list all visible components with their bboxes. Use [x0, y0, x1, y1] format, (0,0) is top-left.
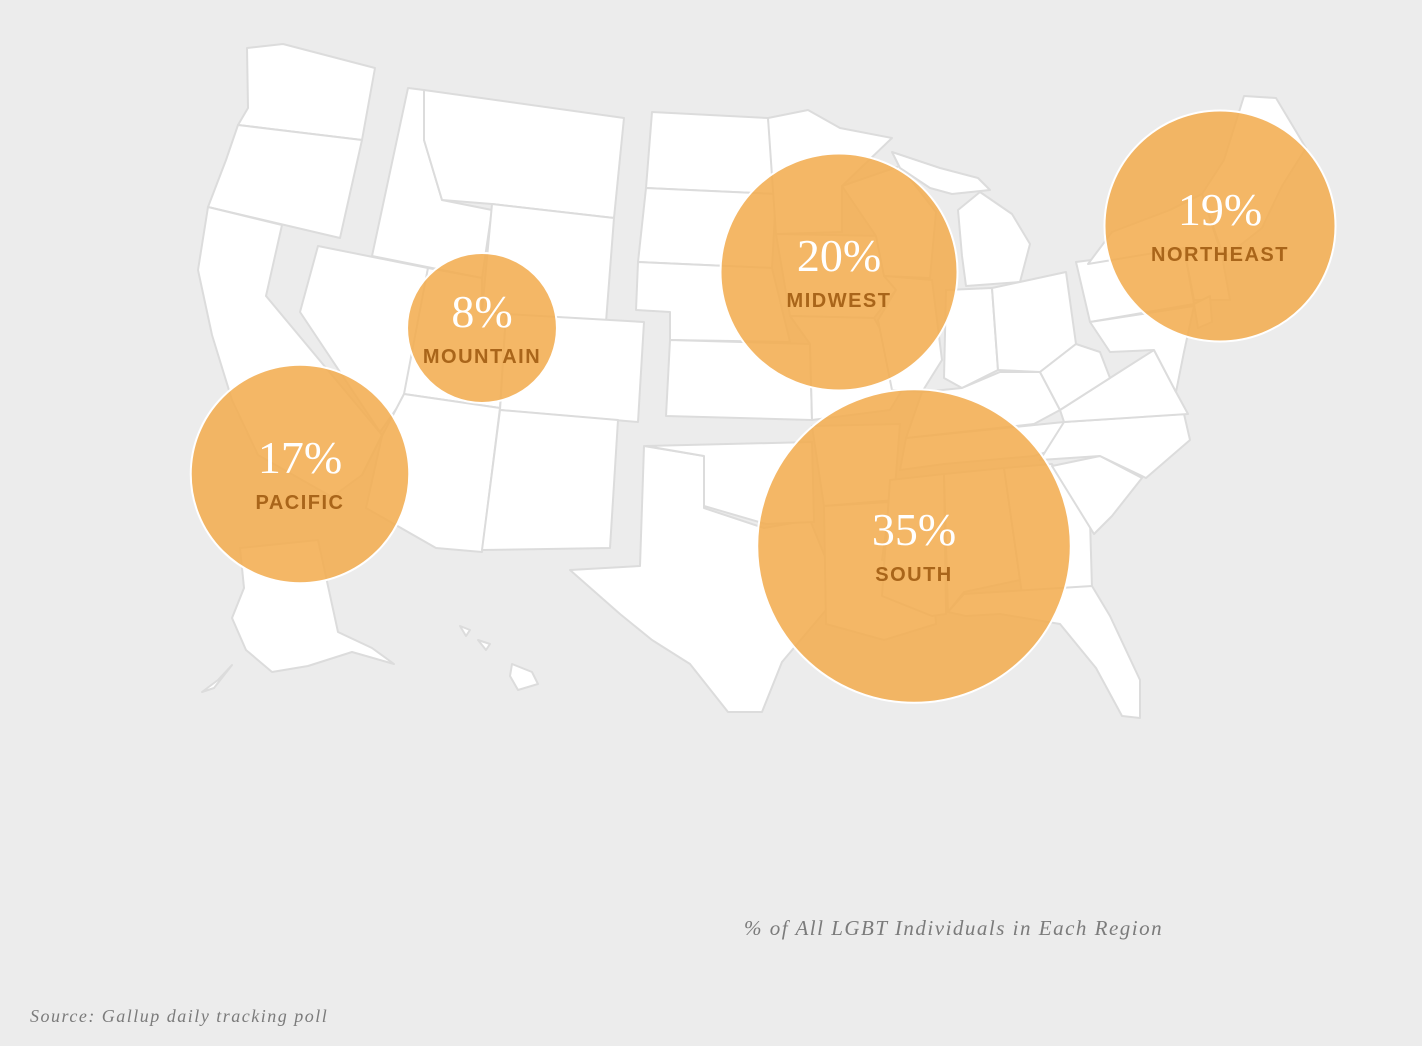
bubble-south	[756, 388, 1072, 704]
bubble-label-pacific: PACIFIC	[255, 492, 344, 514]
bubble-value-pacific: 17%	[258, 432, 342, 483]
bubble-pacific	[189, 363, 411, 585]
state-montana	[423, 89, 625, 219]
legend-title: % of All LGBT Individuals in Each Region	[744, 916, 1164, 940]
bubble-midwest	[719, 152, 959, 392]
state-south-carolina	[1051, 455, 1143, 535]
bubble-value-mountain: 8%	[451, 286, 512, 337]
bubble-mountain	[406, 252, 558, 404]
region-bubbles: 17% PACIFIC 8% MOUNTAIN 20% MIDWEST 19% NORTHEA…	[189, 109, 1337, 704]
state-new-mexico	[481, 409, 619, 551]
state-michigan	[957, 191, 1031, 287]
bubble-label-northeast: NORTHEAST	[1151, 244, 1289, 266]
state-north-dakota	[645, 111, 777, 195]
state-hawaii	[459, 625, 539, 691]
state-texas	[569, 445, 829, 713]
source-note: Source: Gallup daily tracking poll	[30, 1006, 329, 1026]
state-upper-michigan	[891, 151, 991, 195]
bubble-label-south: SOUTH	[875, 564, 953, 586]
state-west-virginia	[1039, 343, 1111, 411]
bubble-value-northeast: 19%	[1178, 184, 1262, 235]
bubble-value-south: 35%	[872, 504, 956, 555]
bubble-northeast	[1103, 109, 1337, 343]
bubble-value-midwest: 20%	[797, 230, 881, 281]
state-washington	[237, 43, 376, 141]
bubble-label-midwest: MIDWEST	[787, 290, 892, 312]
bubble-label-mountain: MOUNTAIN	[423, 346, 541, 368]
state-indiana	[943, 287, 999, 389]
state-alaska-chain	[201, 664, 233, 693]
